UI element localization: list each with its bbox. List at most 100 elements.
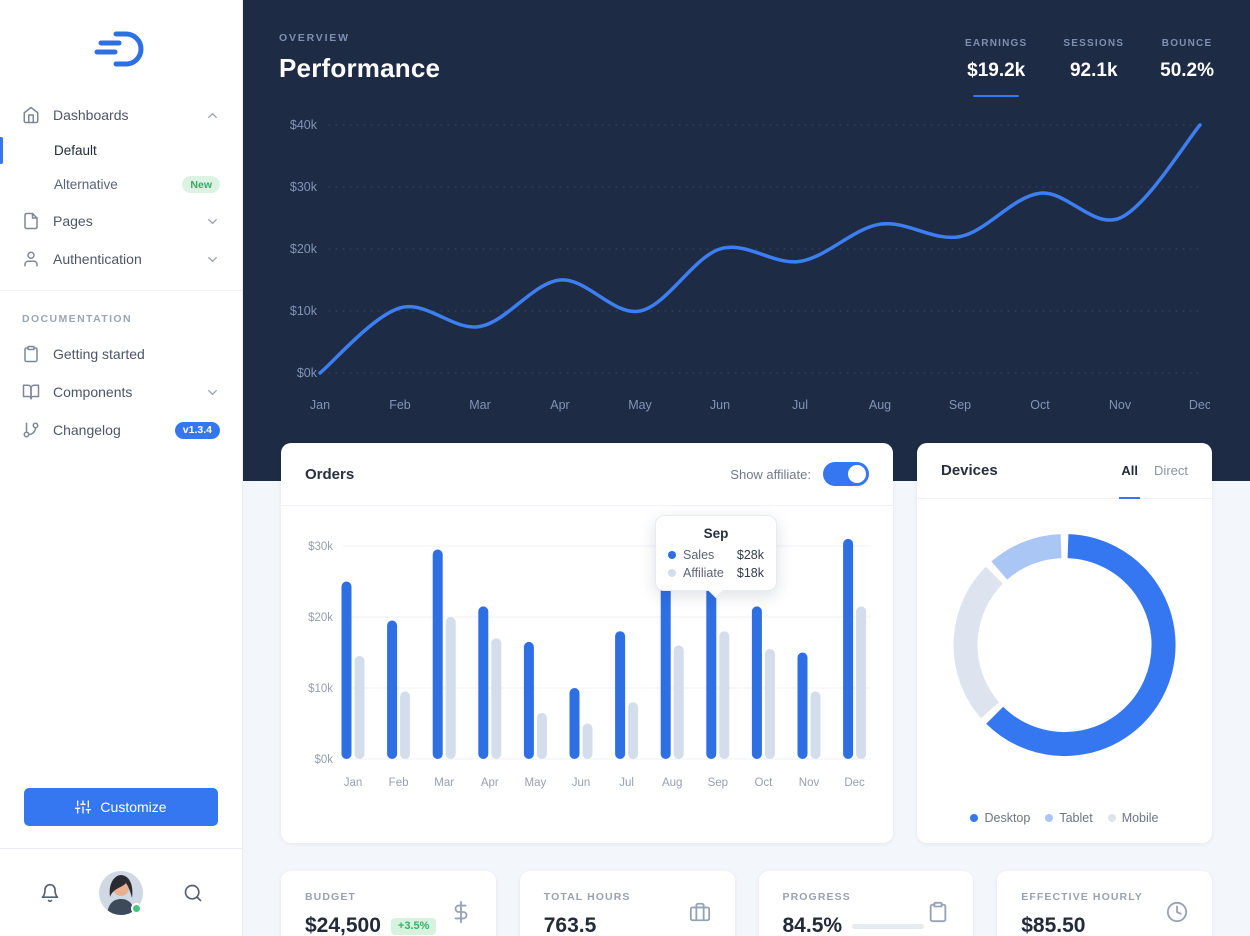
sidebar-item-default[interactable]: Default bbox=[0, 134, 242, 167]
file-icon bbox=[22, 212, 40, 230]
sidebar-item-getting-started[interactable]: Getting started bbox=[0, 335, 242, 373]
kpi-value: 763.5 bbox=[543, 914, 597, 936]
legend-item-mobile[interactable]: Mobile bbox=[1107, 811, 1159, 825]
chevron-down-icon bbox=[205, 385, 220, 400]
performance-panel: OVERVIEW Performance EARNINGS $19.2k SES… bbox=[243, 0, 1250, 481]
avatar-image bbox=[99, 870, 143, 915]
svg-text:$40k: $40k bbox=[290, 118, 318, 132]
legend-label: Desktop bbox=[984, 811, 1031, 825]
sidebar-item-pages[interactable]: Pages bbox=[0, 202, 242, 240]
stat-value: 92.1k bbox=[1069, 60, 1118, 81]
customize-button[interactable]: Customize bbox=[24, 788, 218, 826]
stat-label: BOUNCE bbox=[1161, 38, 1213, 49]
show-affiliate-control: Show affiliate: bbox=[730, 462, 869, 486]
sidebar-item-authentication[interactable]: Authentication bbox=[0, 240, 242, 278]
legend-label: Tablet bbox=[1059, 811, 1093, 825]
chevron-down-icon bbox=[205, 214, 220, 229]
chart-tooltip: Sep Sales $28k Affiliate $18k bbox=[655, 515, 777, 591]
chevron-up-icon bbox=[205, 108, 220, 123]
stat-bounce[interactable]: BOUNCE 50.2% bbox=[1160, 38, 1214, 97]
mobile-dot bbox=[1107, 814, 1116, 822]
devices-tabs: All Direct bbox=[1119, 463, 1188, 499]
briefcase-icon bbox=[689, 901, 711, 923]
svg-text:$20k: $20k bbox=[308, 612, 333, 624]
search-icon[interactable] bbox=[183, 883, 203, 903]
sidebar-item-components[interactable]: Components bbox=[0, 373, 242, 411]
progress-bar bbox=[852, 923, 925, 929]
kpi-label: PROGRESS bbox=[782, 891, 851, 903]
toggle-knob bbox=[848, 465, 866, 483]
svg-text:May: May bbox=[525, 777, 547, 789]
sidebar-footer bbox=[0, 848, 242, 936]
svg-text:Mar: Mar bbox=[434, 777, 454, 789]
sidebar-item-changelog[interactable]: Changelog v1.3.4 bbox=[0, 411, 242, 449]
customize-button-label: Customize bbox=[100, 799, 167, 815]
orders-card-title: Orders bbox=[305, 465, 355, 483]
stat-sessions[interactable]: SESSIONS 92.1k bbox=[1063, 38, 1124, 97]
svg-text:$10k: $10k bbox=[308, 683, 333, 695]
show-affiliate-toggle[interactable] bbox=[823, 462, 869, 486]
kpi-label: TOTAL HOURS bbox=[543, 891, 631, 903]
tooltip-row: Sales $28k bbox=[668, 548, 764, 562]
overview-kicker: OVERVIEW bbox=[279, 32, 350, 44]
svg-text:$0k: $0k bbox=[314, 754, 333, 766]
orders-bar-chart[interactable]: $0k $10k $20k $30k Jan Feb Mar Apr May Jun Jul Aug S… bbox=[293, 514, 881, 814]
svg-text:Nov: Nov bbox=[799, 777, 820, 789]
page-title: Performance bbox=[279, 53, 441, 83]
panel-header: OVERVIEW Performance EARNINGS $19.2k SES… bbox=[243, 32, 1250, 97]
svg-text:$30k: $30k bbox=[290, 180, 318, 194]
tab-direct[interactable]: Direct bbox=[1154, 463, 1188, 478]
svg-text:Sep: Sep bbox=[708, 777, 728, 789]
sidebar-item-alternative[interactable]: Alternative New bbox=[0, 167, 242, 202]
svg-text:Feb: Feb bbox=[389, 777, 409, 789]
stat-value: 50.2% bbox=[1160, 60, 1214, 81]
kpi-value: $85.50 bbox=[1021, 914, 1086, 936]
tooltip-row: Affiliate $18k bbox=[668, 566, 764, 580]
devices-legend: Desktop Tablet Mobile bbox=[917, 807, 1212, 843]
book-icon bbox=[22, 383, 40, 401]
trend-badge: +3.5% bbox=[390, 917, 437, 935]
svg-text:Jan: Jan bbox=[310, 398, 330, 412]
devices-donut-chart[interactable] bbox=[917, 499, 1212, 791]
tooltip-series-name: Affiliate bbox=[683, 566, 724, 580]
sidebar-section-label: DOCUMENTATION bbox=[22, 313, 132, 325]
performance-line-chart[interactable]: $0k $10k $20k $30k $40k Jan Feb Mar Apr May Jun Jul… bbox=[273, 103, 1210, 423]
kpi-value: 84.5% bbox=[782, 914, 843, 936]
sidebar-item-label: Components bbox=[53, 384, 133, 400]
svg-text:$10k: $10k bbox=[290, 304, 318, 318]
svg-text:$30k: $30k bbox=[308, 541, 333, 553]
svg-text:Jan: Jan bbox=[344, 777, 363, 789]
legend-item-tablet[interactable]: Tablet bbox=[1045, 811, 1093, 825]
tooltip-series-value: $28k bbox=[736, 548, 764, 562]
sidebar-item-label: Changelog bbox=[53, 422, 121, 438]
show-affiliate-label: Show affiliate: bbox=[730, 466, 811, 482]
tab-all[interactable]: All bbox=[1119, 463, 1140, 499]
active-stat-underline bbox=[973, 95, 1020, 97]
legend-item-desktop[interactable]: Desktop bbox=[970, 811, 1030, 825]
svg-text:Mar: Mar bbox=[469, 398, 491, 412]
kpi-label: BUDGET bbox=[305, 891, 356, 903]
devices-card: Devices All Direct Desktop Tablet bbox=[917, 443, 1212, 843]
brand-logo-icon bbox=[94, 31, 144, 67]
home-icon bbox=[22, 106, 40, 124]
sidebar: Dashboards Default Alternative New Pages… bbox=[0, 0, 243, 936]
sidebar-item-dashboards[interactable]: Dashboards bbox=[0, 96, 242, 134]
svg-text:Jun: Jun bbox=[710, 398, 730, 412]
clipboard-icon bbox=[22, 345, 40, 363]
svg-text:Aug: Aug bbox=[869, 398, 891, 412]
svg-text:Apr: Apr bbox=[481, 777, 499, 789]
user-icon bbox=[22, 250, 40, 268]
sidebar-item-label: Alternative bbox=[54, 177, 118, 192]
orders-card: Orders Show affiliate: $0k $10k $20k $30k Ja… bbox=[281, 443, 893, 843]
tooltip-title: Sep bbox=[703, 526, 729, 541]
effective-hourly-card: EFFECTIVE HOURLY $85.50 bbox=[997, 871, 1212, 936]
svg-text:$0k: $0k bbox=[297, 366, 318, 380]
sidebar-nav: Dashboards Default Alternative New Pages… bbox=[0, 92, 242, 449]
bell-icon[interactable] bbox=[40, 883, 60, 903]
avatar[interactable] bbox=[99, 870, 143, 915]
stat-earnings[interactable]: EARNINGS $19.2k bbox=[965, 38, 1027, 97]
brand-logo[interactable] bbox=[0, 0, 242, 92]
svg-text:Jul: Jul bbox=[792, 398, 808, 412]
sliders-icon bbox=[75, 799, 92, 815]
